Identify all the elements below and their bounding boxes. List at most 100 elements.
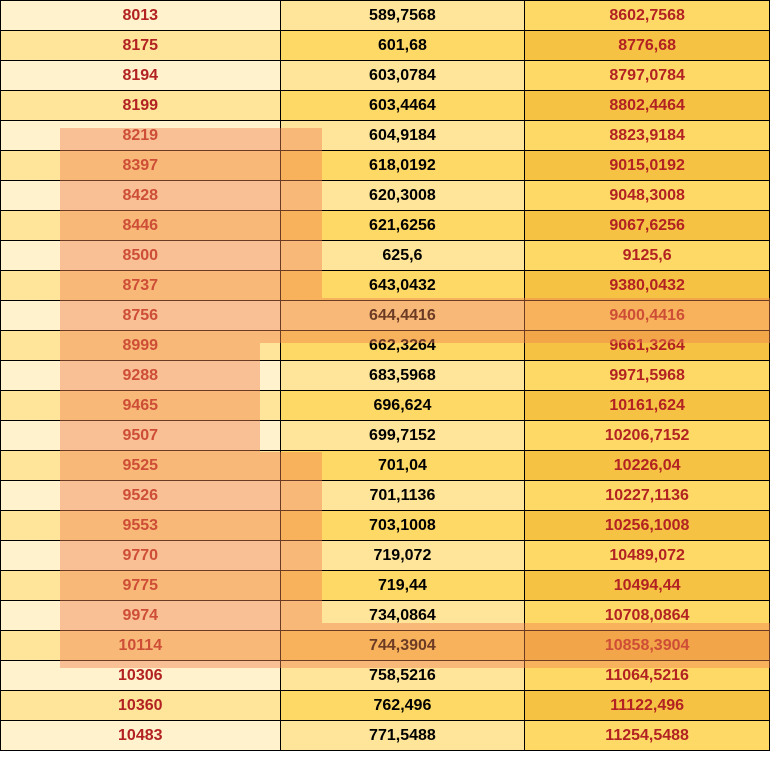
cell-value: 719,072 bbox=[374, 547, 432, 564]
table-cell-col1: 8756 bbox=[1, 301, 281, 331]
table-cell-col1: 10306 bbox=[1, 661, 281, 691]
table-cell-col1: 8500 bbox=[1, 241, 281, 271]
cell-value: 734,0864 bbox=[369, 607, 436, 624]
cell-value: 644,4416 bbox=[369, 307, 436, 324]
cell-value: 604,9184 bbox=[369, 127, 436, 144]
table-cell-col3: 9015,0192 bbox=[525, 151, 770, 181]
table-row: 8219604,91848823,9184 bbox=[1, 121, 770, 151]
table-row: 10306758,521611064,5216 bbox=[1, 661, 770, 691]
cell-value: 8446 bbox=[122, 217, 158, 234]
table-row: 8446 621,6256 9067,6256 bbox=[1, 211, 770, 241]
table-cell-col3: 9380,0432 bbox=[525, 271, 770, 301]
table-cell-col1: 8175 bbox=[1, 31, 281, 61]
cell-value: 9974 bbox=[122, 607, 158, 624]
cell-value: 701,04 bbox=[378, 457, 427, 474]
cell-value: 9661,3264 bbox=[609, 337, 685, 354]
cell-value: 10494,44 bbox=[614, 577, 681, 594]
table-cell-col3: 8602,7568 bbox=[525, 1, 770, 31]
table-row: 9525 701,04 10226,04 bbox=[1, 451, 770, 481]
table-row: 8737643,04329380,0432 bbox=[1, 271, 770, 301]
cell-value: 9288 bbox=[122, 367, 158, 384]
table-cell-col3: 9125,6 bbox=[525, 241, 770, 271]
cell-value: 8802,4464 bbox=[609, 97, 685, 114]
table-row: 9465 696,62410161,624 bbox=[1, 391, 770, 421]
cell-value: 9526 bbox=[122, 487, 158, 504]
table-row: 9526 701,1136 10227,1136 bbox=[1, 481, 770, 511]
table-cell-col2: 701,1136 bbox=[280, 481, 525, 511]
cell-value: 9125,6 bbox=[623, 247, 672, 264]
table-cell-col3: 8802,4464 bbox=[525, 91, 770, 121]
table-cell-col2: 621,6256 bbox=[280, 211, 525, 241]
table-cell-col3: 9067,6256 bbox=[525, 211, 770, 241]
cell-value: 620,3008 bbox=[369, 187, 436, 204]
table-cell-col3: 10161,624 bbox=[525, 391, 770, 421]
cell-value: 601,68 bbox=[378, 37, 427, 54]
cell-value: 703,1008 bbox=[369, 517, 436, 534]
table-cell-col3: 9661,3264 bbox=[525, 331, 770, 361]
table-cell-col2: 625,6 bbox=[280, 241, 525, 271]
cell-value: 8194 bbox=[122, 67, 158, 84]
table-row: 10114744,3904 10858,3904 bbox=[1, 631, 770, 661]
table-cell-col2: 719,44 bbox=[280, 571, 525, 601]
table-row: 10483771,548811254,5488 bbox=[1, 721, 770, 751]
cell-value: 8428 bbox=[122, 187, 158, 204]
table-cell-col1: 8999 bbox=[1, 331, 281, 361]
table-cell-col1: 10114 bbox=[1, 631, 281, 661]
cell-value: 603,0784 bbox=[369, 67, 436, 84]
cell-value: 8219 bbox=[122, 127, 158, 144]
cell-value: 10306 bbox=[118, 667, 163, 684]
table-cell-col1: 8397 bbox=[1, 151, 281, 181]
cell-value: 10256,1008 bbox=[605, 517, 690, 534]
table-cell-col2: 703,1008 bbox=[280, 511, 525, 541]
table-cell-col2: 662,3264 bbox=[280, 331, 525, 361]
table-row: 8999 662,3264 9661,3264 bbox=[1, 331, 770, 361]
cell-value: 8602,7568 bbox=[609, 7, 685, 24]
cell-value: 9465 bbox=[122, 397, 158, 414]
table-cell-col3: 10708,0864 bbox=[525, 601, 770, 631]
table-cell-col2: 696,624 bbox=[280, 391, 525, 421]
table-cell-col2: 603,0784 bbox=[280, 61, 525, 91]
table-row: 8194 603,0784 8797,0784 bbox=[1, 61, 770, 91]
cell-value: 10227,1136 bbox=[605, 487, 689, 504]
table-row: 9507699,715210206,7152 bbox=[1, 421, 770, 451]
cell-value: 11254,5488 bbox=[605, 727, 689, 744]
cell-value: 9525 bbox=[122, 457, 158, 474]
table-cell-col1: 9288 bbox=[1, 361, 281, 391]
cell-value: 9775 bbox=[122, 577, 158, 594]
cell-value: 11122,496 bbox=[610, 697, 684, 714]
cell-value: 9553 bbox=[122, 517, 158, 534]
table-cell-col1: 10483 bbox=[1, 721, 281, 751]
cell-value: 9507 bbox=[122, 427, 158, 444]
cell-value: 662,3264 bbox=[369, 337, 436, 354]
cell-value: 10858,3904 bbox=[605, 637, 690, 654]
cell-value: 10483 bbox=[118, 727, 163, 744]
table-cell-col3: 8797,0784 bbox=[525, 61, 770, 91]
table-cell-col3: 10494,44 bbox=[525, 571, 770, 601]
cell-value: 683,5968 bbox=[369, 367, 436, 384]
cell-value: 8397 bbox=[122, 157, 158, 174]
table-cell-col3: 10256,1008 bbox=[525, 511, 770, 541]
cell-value: 11064,5216 bbox=[605, 667, 689, 684]
cell-value: 9400,4416 bbox=[609, 307, 685, 324]
table-row: 9775 719,44 10494,44 bbox=[1, 571, 770, 601]
cell-value: 10226,04 bbox=[614, 457, 681, 474]
cell-value: 9048,3008 bbox=[609, 187, 685, 204]
table-cell-col2: 620,3008 bbox=[280, 181, 525, 211]
cell-value: 8756 bbox=[122, 307, 158, 324]
table-cell-col2: 744,3904 bbox=[280, 631, 525, 661]
table-row: 9553 703,1008 10256,1008 bbox=[1, 511, 770, 541]
cell-value: 10360 bbox=[118, 697, 163, 714]
table-cell-col1: 9553 bbox=[1, 511, 281, 541]
table-cell-col3: 10227,1136 bbox=[525, 481, 770, 511]
table-cell-col2: 589,7568 bbox=[280, 1, 525, 31]
cell-value: 9015,0192 bbox=[609, 157, 685, 174]
cell-value: 9067,6256 bbox=[609, 217, 685, 234]
cell-value: 8175 bbox=[122, 37, 158, 54]
cell-value: 643,0432 bbox=[369, 277, 436, 294]
table-cell-col2: 603,4464 bbox=[280, 91, 525, 121]
table-cell-col1: 8194 bbox=[1, 61, 281, 91]
cell-value: 621,6256 bbox=[369, 217, 436, 234]
table-row: 8428 620,3008 9048,3008 bbox=[1, 181, 770, 211]
table-cell-col2: 604,9184 bbox=[280, 121, 525, 151]
cell-value: 10489,072 bbox=[609, 547, 685, 564]
